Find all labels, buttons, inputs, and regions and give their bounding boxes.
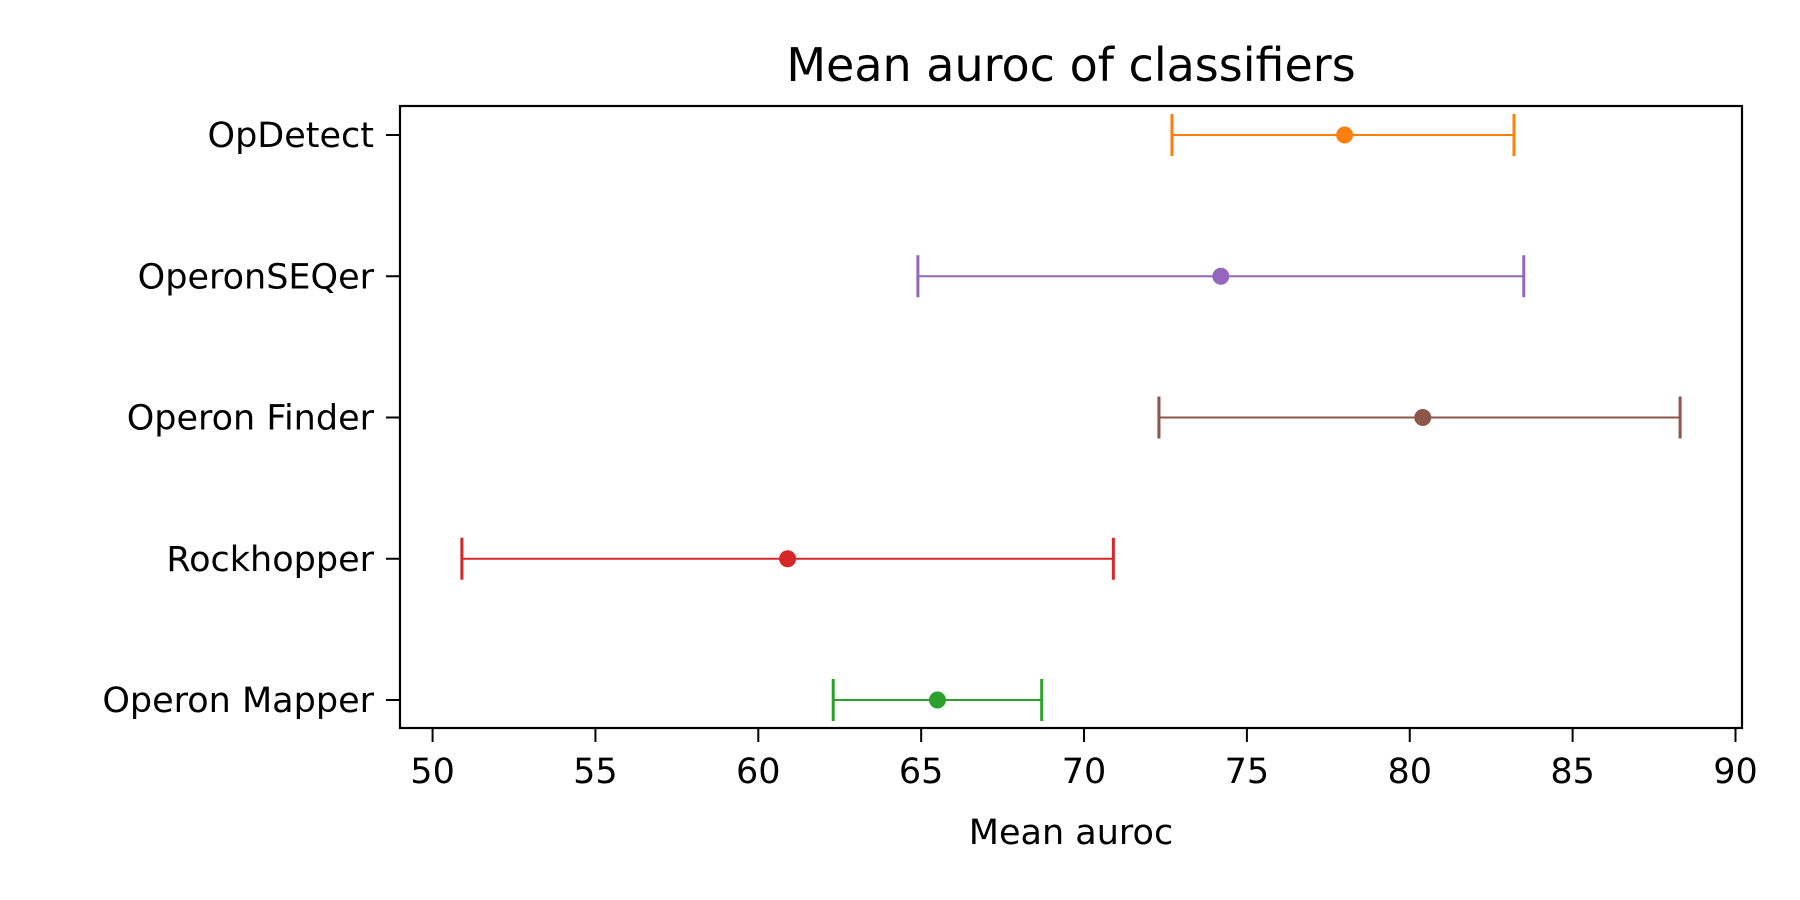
chart-title: Mean auroc of classifiers [786, 38, 1355, 92]
mean-point [1336, 126, 1354, 144]
x-tick-label: 80 [1387, 752, 1432, 792]
errorbar-opdetect [1170, 114, 1516, 156]
y-tick-label: Rockhopper [166, 540, 374, 580]
x-tick-label: 75 [1225, 752, 1270, 792]
x-tick-label: 90 [1713, 752, 1758, 792]
errorbar-operon-mapper [831, 679, 1044, 721]
x-axis-label: Mean auroc [969, 813, 1173, 853]
y-tick-label: OpDetect [208, 116, 374, 156]
errorbar-operon-finder [1157, 396, 1682, 439]
x-tick-label: 60 [736, 752, 781, 792]
errorbar-rockhopper [460, 537, 1115, 580]
mean-point [779, 550, 797, 568]
y-tick-label: Operon Finder [127, 399, 375, 439]
y-tick-label: OperonSEQer [138, 257, 375, 297]
errorbar-operonseqer [916, 255, 1526, 298]
chart-marks [460, 114, 1682, 721]
mean-point [1414, 409, 1432, 426]
x-tick-label: 85 [1550, 752, 1595, 792]
y-tick-label: Operon Mapper [102, 681, 374, 721]
x-tick-label: 55 [573, 752, 618, 792]
x-tick-label: 70 [1062, 752, 1107, 792]
x-axis: 50 55 60 65 70 75 80 85 90 [410, 728, 1758, 792]
x-tick-label: 65 [899, 752, 944, 792]
y-axis: OpDetect OperonSEQer Operon Finder Rockhopp… [102, 116, 400, 721]
plot-frame [398, 104, 1744, 730]
mean-point [1212, 267, 1230, 285]
x-tick-label: 50 [410, 752, 455, 792]
mean-point [928, 691, 946, 709]
